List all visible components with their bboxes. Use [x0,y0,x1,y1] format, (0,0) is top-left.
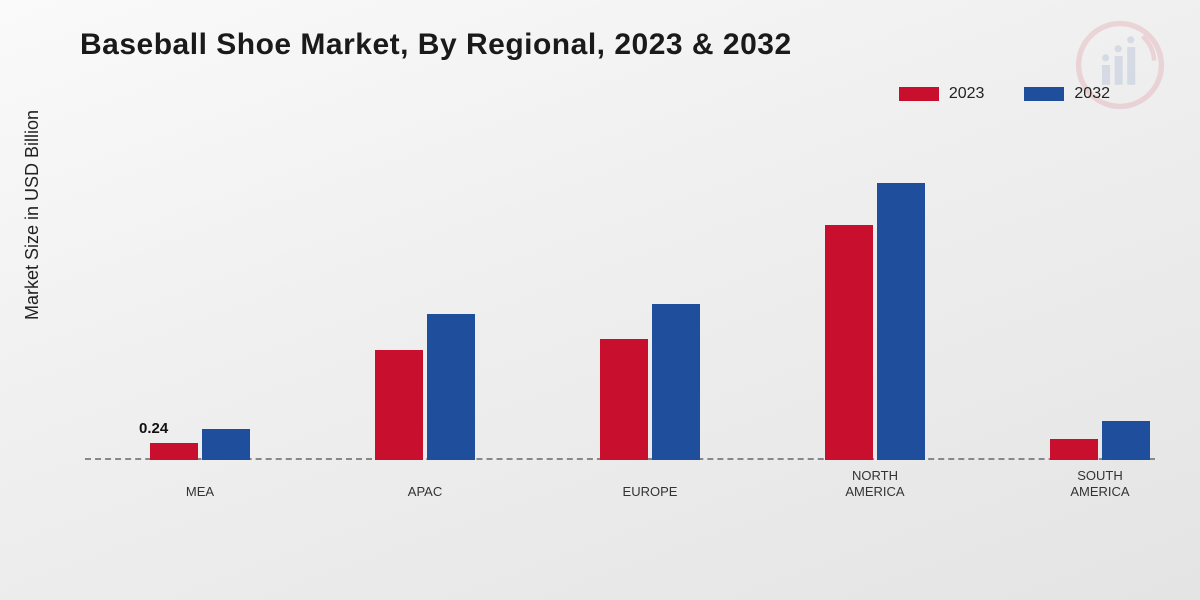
chart-title: Baseball Shoe Market, By Regional, 2023 … [80,28,792,62]
bar-2032 [202,429,250,460]
x-axis-label: MEA [120,484,280,500]
bar-group [1035,421,1165,460]
x-axis-label: NORTHAMERICA [795,468,955,501]
plot-area: 0.24 MEAAPACEUROPENORTHAMERICASOUTHAMERI… [85,140,1155,500]
bar-group [360,314,490,460]
bar-group [810,183,940,460]
bar-2032 [652,304,700,460]
bar-group [135,429,265,460]
bar-2032 [427,314,475,460]
legend-label-2032: 2032 [1074,85,1110,103]
x-axis-label: EUROPE [570,484,730,500]
legend-label-2023: 2023 [949,85,985,103]
x-axis-label: APAC [345,484,505,500]
y-axis-label: Market Size in USD Billion [22,110,43,320]
legend-item-2032: 2032 [1024,85,1110,103]
bar-2032 [1102,421,1150,460]
bar-2023 [825,225,873,460]
legend: 2023 2032 [899,85,1110,103]
bar-2023 [150,443,198,460]
legend-swatch-2023 [899,87,939,101]
legend-item-2023: 2023 [899,85,985,103]
bar-2023 [600,339,648,460]
bar-group [585,304,715,460]
bar-2032 [877,183,925,460]
legend-swatch-2032 [1024,87,1064,101]
bar-2023 [1050,439,1098,460]
x-axis-label: SOUTHAMERICA [1020,468,1180,501]
bar-2023 [375,350,423,460]
